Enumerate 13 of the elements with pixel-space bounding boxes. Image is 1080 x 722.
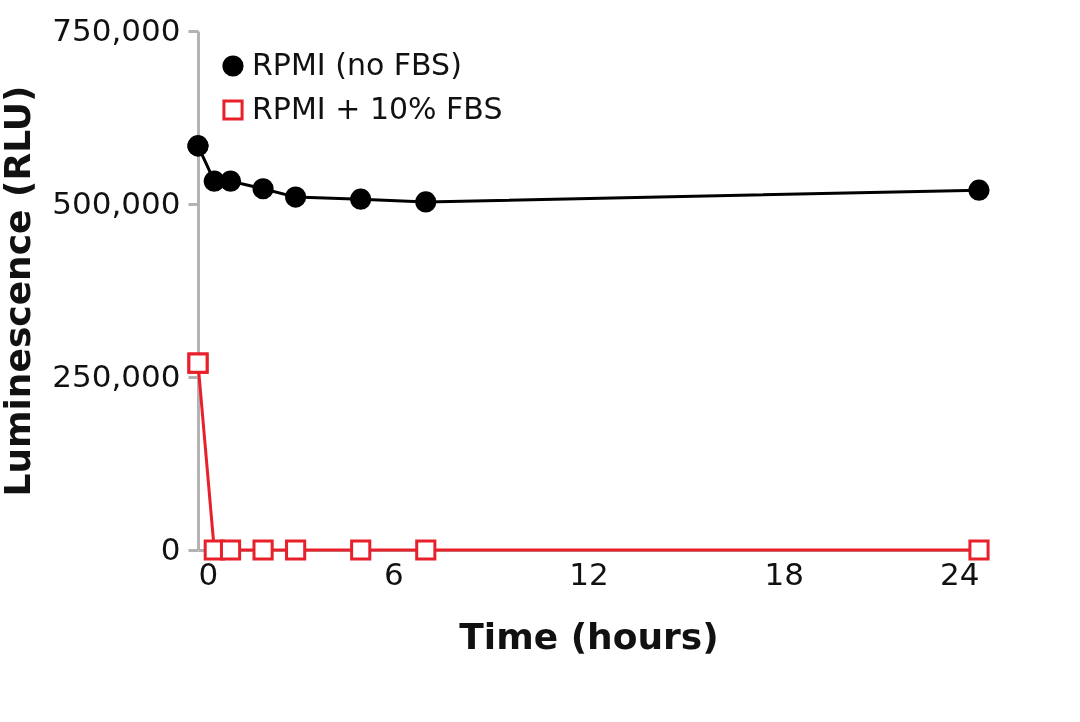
x-axis-title: Time (hours) [459, 615, 719, 657]
y-tick-label: 250,000 [52, 357, 181, 394]
y-tick-label: 0 [160, 530, 181, 567]
x-tick-label: 18 [764, 555, 804, 592]
legend-label: RPMI (no FBS) [252, 47, 462, 82]
x-tick-label: 6 [383, 555, 404, 592]
x-tick-label: 0 [198, 555, 219, 592]
y-tick-label: 750,000 [52, 11, 181, 48]
y-tick-label: 500,000 [52, 184, 181, 221]
x-tick-label: 24 [940, 555, 980, 592]
x-tick-label: 12 [569, 555, 609, 592]
legend-label: RPMI + 10% FBS [252, 91, 503, 126]
y-axis-title: Luminescence (RLU) [0, 85, 39, 497]
